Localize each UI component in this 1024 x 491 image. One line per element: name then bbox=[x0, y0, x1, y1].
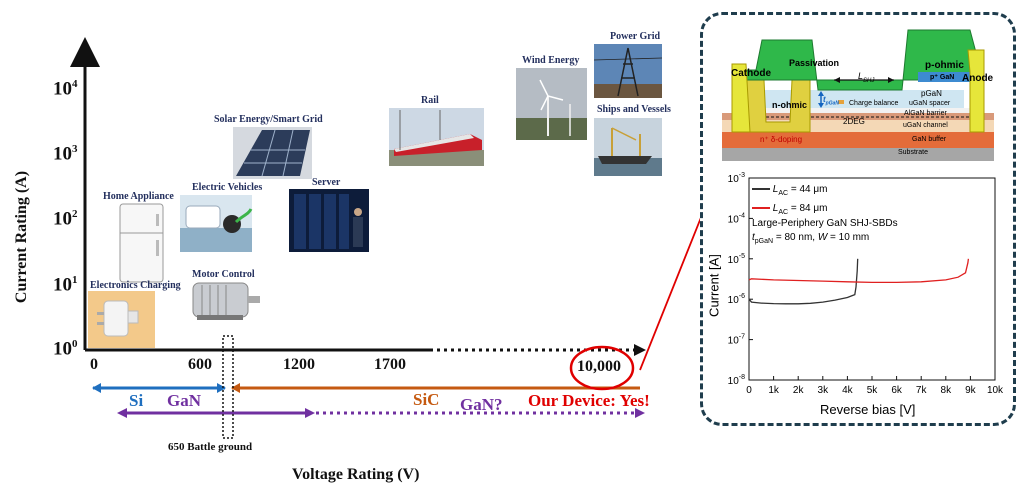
highlight-circle bbox=[569, 345, 635, 391]
x-axis-title: Voltage Rating (V) bbox=[292, 466, 420, 483]
device-label-l-shj: LSHJ bbox=[858, 71, 875, 84]
plot-frame bbox=[748, 177, 996, 381]
server-image bbox=[289, 189, 369, 252]
solar-energy-image bbox=[233, 127, 312, 179]
x-tick-label: 8k bbox=[941, 385, 953, 396]
home-appliance-image bbox=[119, 203, 164, 283]
device-label-ugan-channel: uGaN channel bbox=[903, 122, 948, 129]
y-tick-label: 10-8 bbox=[728, 374, 745, 387]
x-tick-600: 600 bbox=[188, 356, 212, 373]
y-tick-label: 10-4 bbox=[728, 212, 745, 225]
rail-image bbox=[389, 108, 484, 166]
y-tick-4: 104 bbox=[53, 78, 78, 100]
label-solar-energy: Solar Energy/Smart Grid bbox=[214, 114, 323, 125]
power-grid-image bbox=[593, 44, 663, 98]
device-label-cathode: Cathode bbox=[731, 68, 771, 79]
annotation-line-1: Large-Periphery GaN SHJ-SBDs bbox=[752, 218, 898, 229]
iv-legend: LAC = 44 μm LAC = 84 μm bbox=[752, 182, 827, 220]
x-tick-label: 10k bbox=[987, 385, 1004, 396]
electric-vehicles-image bbox=[180, 195, 253, 252]
x-tick-1200: 1200 bbox=[283, 356, 315, 373]
x-tick-label: 3k bbox=[818, 385, 830, 396]
electronics-charging-image bbox=[88, 291, 155, 348]
device-label-ugan-spacer: uGaN spacer bbox=[909, 100, 951, 107]
y-tick-1: 101 bbox=[53, 274, 78, 296]
si-range bbox=[92, 383, 226, 393]
iv-x-axis-title: Reverse bias [V] bbox=[820, 402, 916, 417]
application-map bbox=[70, 37, 700, 439]
x-tick-label: 6k bbox=[891, 385, 903, 396]
x-tick-label: 1k bbox=[768, 385, 780, 396]
device-label-algan-barrier: AlGaN barrier bbox=[904, 110, 947, 117]
x-tick-10000: 10,000 bbox=[577, 358, 621, 375]
wind-energy-image bbox=[516, 68, 587, 140]
device-label-gan-buffer: GaN buffer bbox=[912, 136, 947, 143]
series-line-0 bbox=[748, 258, 859, 305]
y-tick-label: 10-7 bbox=[728, 334, 745, 347]
label-server: Server bbox=[312, 177, 341, 188]
y-tick-3: 103 bbox=[53, 143, 78, 165]
device-label-passivation: Passivation bbox=[789, 58, 840, 68]
label-si: Si bbox=[129, 391, 144, 410]
device-label-t-pgan: tpGaN bbox=[823, 95, 840, 107]
ships-and-vessels-image bbox=[594, 118, 662, 176]
device-label-substrate: Substrate bbox=[898, 149, 928, 156]
x-tick-0: 0 bbox=[90, 356, 98, 373]
device-label-2deg: 2DEG bbox=[843, 117, 865, 126]
legend-entry-84: LAC = 84 μm bbox=[752, 201, 827, 220]
label-gan: GaN bbox=[167, 391, 201, 410]
legend-entry-44: LAC = 44 μm bbox=[752, 182, 827, 201]
x-tick-label: 7k bbox=[916, 385, 928, 396]
label-ships-and-vessels: Ships and Vessels bbox=[597, 104, 671, 115]
label-our-device: Our Device: Yes! bbox=[528, 391, 650, 410]
device-label-anode: Anode bbox=[962, 73, 994, 84]
device-label-n-ohmic: n-ohmic bbox=[772, 100, 807, 110]
y-tick-label: 10-3 bbox=[728, 172, 745, 185]
x-tick-1700: 1700 bbox=[374, 356, 406, 373]
x-tick-label: 9k bbox=[965, 385, 977, 396]
label-electric-vehicles: Electric Vehicles bbox=[192, 182, 263, 193]
label-sic: SiC bbox=[413, 390, 440, 409]
y-tick-2: 102 bbox=[53, 208, 78, 230]
y-tick-label: 10-6 bbox=[728, 293, 745, 306]
iv-annotation: Large-Periphery GaN SHJ-SBDs tpGaN = 80 … bbox=[752, 217, 898, 249]
iv-chart: 0 1k 2k 3k 4k 5k 6k 7k 8k 9k 10k 10-8 10-7 10-6 10-5 1… bbox=[728, 172, 1004, 396]
device-label-charge-balance: Charge balance bbox=[849, 100, 899, 107]
device-label-pgan: pGaN bbox=[921, 89, 942, 98]
label-power-grid: Power Grid bbox=[610, 31, 661, 42]
motor-control-image bbox=[192, 282, 260, 320]
x-tick-label: 4k bbox=[842, 385, 854, 396]
label-home-appliance: Home Appliance bbox=[103, 191, 174, 202]
x-tick-label: 0 bbox=[746, 385, 752, 396]
series-line-1 bbox=[748, 258, 970, 284]
y-tick-0: 100 bbox=[53, 338, 78, 360]
label-wind-energy: Wind Energy bbox=[522, 55, 580, 66]
x-tick-label: 5k bbox=[867, 385, 879, 396]
device-panel bbox=[700, 12, 1016, 426]
x-tick-label: 2k bbox=[793, 385, 805, 396]
connector-arrow bbox=[639, 217, 700, 371]
iv-y-axis-title: Current [A] bbox=[706, 254, 722, 317]
battleground-box bbox=[222, 335, 234, 439]
sic-range bbox=[231, 383, 640, 393]
y-axis-title: Current Rating (A) bbox=[13, 170, 30, 304]
label-battleground: 650 Battle ground bbox=[168, 441, 253, 453]
device-label-p-plus-gan: p⁺ GaN bbox=[930, 74, 955, 81]
y-tick-label: 10-5 bbox=[728, 253, 745, 266]
label-gan-future: GaN? bbox=[460, 395, 503, 414]
annotation-line-2: tpGaN = 80 nm, W = 10 mm bbox=[752, 232, 870, 245]
device-label-delta-doping: n⁺ δ-doping bbox=[760, 135, 803, 144]
device-cross-section bbox=[722, 29, 994, 161]
x-axis-arrowhead bbox=[634, 344, 646, 356]
label-rail: Rail bbox=[421, 95, 439, 106]
label-motor-control: Motor Control bbox=[192, 269, 255, 280]
label-electronics-charging: Electronics Charging bbox=[90, 280, 181, 291]
device-label-p-ohmic: p-ohmic bbox=[925, 60, 964, 71]
gan-range bbox=[117, 408, 645, 418]
